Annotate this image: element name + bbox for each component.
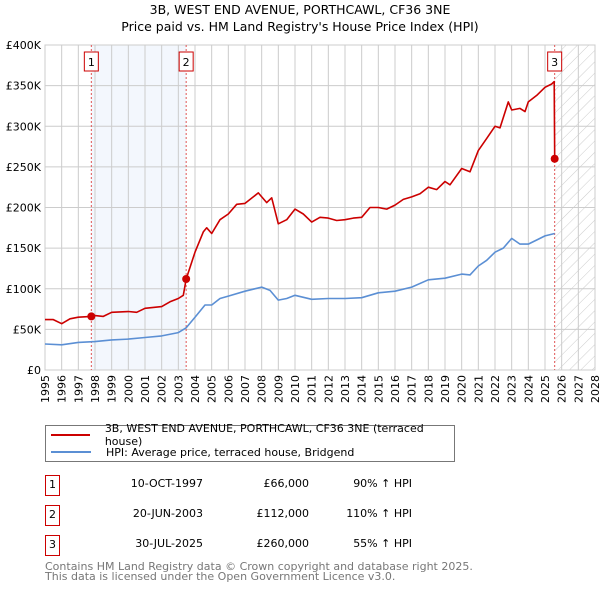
hpi-line: [44, 232, 555, 346]
sale-marker-label: 3: [45, 535, 60, 556]
y-tick-label: £200K: [6, 202, 42, 215]
x-tick-label: 2005: [206, 375, 219, 403]
chart-subtitle: Price paid vs. HM Land Registry's House …: [121, 19, 479, 34]
x-tick-label: 2026: [556, 375, 569, 403]
y-tick-label: £400K: [6, 39, 42, 52]
x-tick-label: 2016: [389, 375, 402, 403]
x-tick-label: 2004: [189, 375, 202, 403]
y-tick-label: £300K: [6, 120, 42, 133]
x-tick-label: 2010: [289, 375, 302, 403]
sale-label: 1: [88, 56, 95, 69]
sale-hpi: 110% ↑ HPI: [346, 507, 412, 520]
sale-point: [550, 154, 559, 163]
footer-copyright: Contains HM Land Registry data © Crown c…: [45, 560, 473, 573]
x-tick-label: 2018: [422, 375, 435, 403]
x-tick-label: 1998: [89, 375, 102, 403]
x-tick-label: 2009: [272, 375, 285, 403]
footer-licence: This data is licensed under the Open Gov…: [45, 570, 396, 583]
plot-border: [44, 44, 596, 371]
legend-item-property: 3B, WEST END AVENUE, PORTHCAWL, CF36 3NE…: [46, 422, 454, 448]
x-tick-label: 2021: [472, 375, 485, 403]
x-tick-label: 2011: [306, 375, 319, 403]
sale-price: £66,000: [263, 477, 310, 490]
sale-marker-label: 2: [45, 505, 60, 526]
legend-swatch-red: [51, 434, 90, 436]
sale-date: 30-JUL-2025: [135, 537, 203, 550]
plot-area: 1995 1996 1997 1998 1999 2000 2001 2002 2003 2004…: [6, 39, 600, 403]
sale-price: £260,000: [256, 537, 310, 550]
x-tick-label: 2000: [122, 375, 135, 403]
x-tick-label: 2028: [589, 375, 600, 403]
sale-row: 3 30-JUL-2025 £260,000 55% ↑ HPI: [45, 535, 465, 556]
x-tick-label: 2020: [456, 375, 469, 403]
legend-swatch-blue: [51, 451, 91, 453]
y-tick-label: £0: [27, 364, 41, 377]
x-tick-label: 1995: [39, 375, 52, 403]
x-tick-label: 2023: [506, 375, 519, 403]
x-tick-label: 2019: [439, 375, 452, 403]
sale-label: 2: [183, 56, 190, 69]
sale-label-box: [178, 51, 194, 72]
x-tick-label: 2014: [356, 375, 369, 403]
sale-label-box: [83, 51, 99, 72]
x-tick-label: 2017: [406, 375, 419, 403]
x-tick-label: 2013: [339, 375, 352, 403]
sale-point: [87, 312, 96, 321]
legend-label: 3B, WEST END AVENUE, PORTHCAWL, CF36 3NE…: [104, 422, 424, 448]
x-tick-label: 1999: [106, 375, 119, 403]
sale-hpi: 55% ↑ HPI: [353, 537, 412, 550]
y-tick-label: £100K: [6, 283, 42, 296]
sale-label-box: [547, 51, 563, 72]
sale-label: 3: [551, 56, 558, 69]
sale-row: 1 10-OCT-1997 £66,000 90% ↑ HPI: [45, 475, 465, 496]
sale-hpi: 90% ↑ HPI: [353, 477, 412, 490]
y-tick-label: £150K: [6, 242, 42, 255]
x-tick-label: 2024: [522, 375, 535, 403]
x-tick-label: 2012: [322, 375, 335, 403]
x-tick-label: 2006: [222, 375, 235, 403]
x-tick-label: 1996: [56, 375, 69, 403]
y-tick-label: £350K: [6, 80, 42, 93]
chart-title: 3B, WEST END AVENUE, PORTHCAWL, CF36 3NE: [149, 2, 451, 17]
x-tick-label: 2008: [256, 375, 269, 403]
property-price-line: [45, 80, 556, 325]
legend-label: HPI: Average price, terraced house, Brid…: [106, 445, 355, 459]
x-tick-label: 2001: [139, 375, 152, 403]
x-tick-label: 2015: [372, 375, 385, 403]
legend: 3B, WEST END AVENUE, PORTHCAWL, CF36 3NE…: [45, 422, 455, 462]
x-tick-label: 2007: [239, 375, 252, 403]
sale-date: 20-JUN-2003: [132, 507, 203, 520]
y-tick-label: £50K: [13, 323, 42, 336]
sale-row: 2 20-JUN-2003 £112,000 110% ↑ HPI: [45, 505, 465, 526]
legend-item-hpi: HPI: Average price, terraced house, Brid…: [46, 444, 354, 460]
x-tick-label: 2025: [539, 375, 552, 403]
x-tick-label: 2022: [489, 375, 502, 403]
x-tick-label: 2003: [172, 375, 185, 403]
x-tick-label: 1997: [72, 375, 85, 403]
y-tick-label: £250K: [6, 161, 42, 174]
sale-marker-label: 1: [45, 475, 60, 496]
sale-price: £112,000: [256, 507, 310, 520]
sale-date: 10-OCT-1997: [130, 477, 203, 490]
x-tick-label: 2027: [572, 375, 585, 403]
sale-point: [182, 275, 191, 283]
x-tick-label: 2002: [156, 375, 169, 403]
